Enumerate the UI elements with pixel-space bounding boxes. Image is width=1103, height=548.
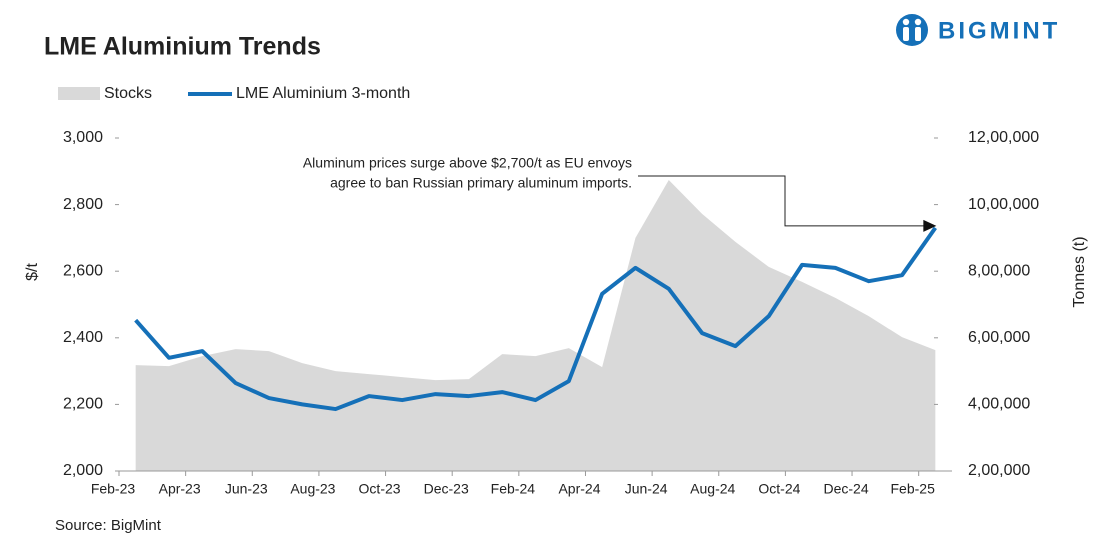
- y-tick-label: 2,200: [63, 396, 103, 413]
- x-tick-label: Jun-24: [625, 481, 668, 497]
- chart-title: LME Aluminium Trends: [44, 33, 321, 61]
- y-tick-label: 2,400: [63, 329, 103, 346]
- x-tick-label: Oct-23: [359, 481, 401, 497]
- price-line: [134, 226, 937, 412]
- y-tick-label: 2,600: [63, 262, 103, 279]
- legend-label: LME Aluminium 3-month: [236, 85, 410, 102]
- y-tick-label: 2,000: [63, 462, 103, 479]
- annotation: Aluminum prices surge above $2,700/t as …: [303, 155, 632, 171]
- x-tick-label: Oct-24: [758, 481, 800, 497]
- y-tick-label: 3,000: [63, 129, 103, 146]
- x-tick-label: Aug-24: [690, 481, 735, 497]
- y2-tick-label: 4,00,000: [968, 396, 1030, 413]
- stocks-area: [135, 179, 936, 471]
- y2-tick-label: 10,00,000: [968, 196, 1039, 213]
- annotation-leader: [638, 175, 926, 227]
- y2-tick-label: 2,00,000: [968, 462, 1030, 479]
- logo-text: BIGMINT: [938, 17, 1060, 44]
- x-tick-label: Aug-23: [290, 481, 335, 497]
- y2-tick-label: 12,00,000: [968, 129, 1039, 146]
- x-tick-label: Dec-24: [823, 481, 868, 497]
- x-tick-label: Feb-25: [891, 481, 936, 497]
- y2-axis-label: Tonnes (t): [1071, 236, 1088, 307]
- legend-swatch: [58, 87, 100, 100]
- x-tick-label: Feb-24: [491, 481, 536, 497]
- x-tick-label: Apr-24: [558, 481, 600, 497]
- legend-label: Stocks: [104, 85, 152, 102]
- x-tick-label: Dec-23: [424, 481, 469, 497]
- logo-icon: [896, 14, 928, 46]
- source: Source: BigMint: [55, 517, 162, 534]
- annotation: agree to ban Russian primary aluminum im…: [330, 175, 632, 191]
- y2-tick-label: 6,00,000: [968, 329, 1030, 346]
- y-tick-label: 2,800: [63, 196, 103, 213]
- x-tick-label: Jun-23: [225, 481, 268, 497]
- x-tick-label: Feb-23: [91, 481, 136, 497]
- y-axis-label: $/t: [24, 263, 41, 281]
- y2-tick-label: 8,00,000: [968, 262, 1030, 279]
- annotation-arrowhead: [923, 219, 937, 232]
- x-tick-label: Apr-23: [159, 481, 201, 497]
